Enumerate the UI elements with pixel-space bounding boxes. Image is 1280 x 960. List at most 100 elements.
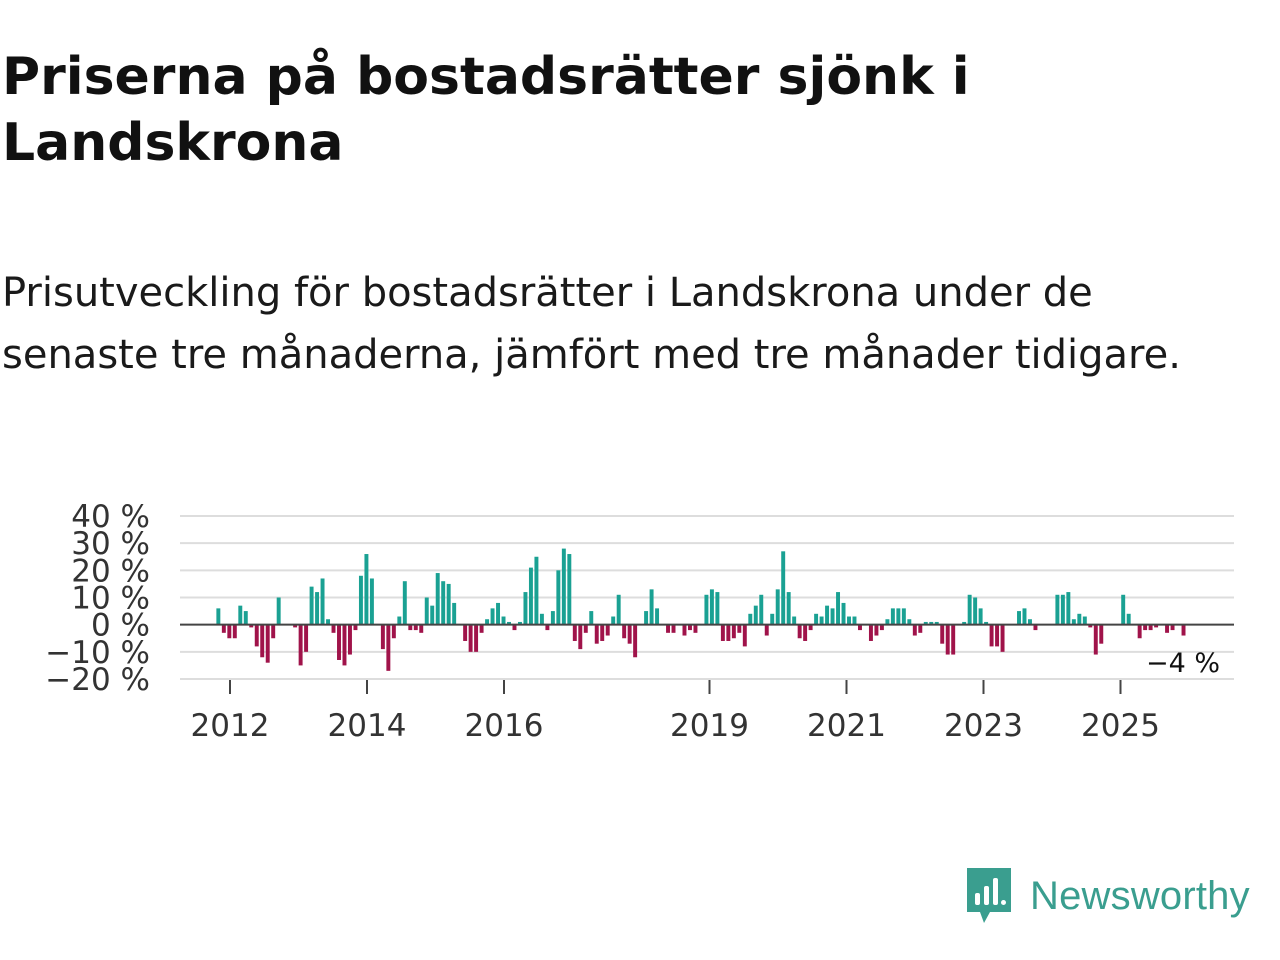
x-tick-label: 2016 <box>465 708 544 744</box>
bar <box>1093 624 1098 655</box>
bar <box>1060 594 1065 625</box>
x-tick-label: 2012 <box>191 708 270 744</box>
bar <box>315 592 320 625</box>
bar <box>369 578 374 625</box>
bar <box>808 624 813 631</box>
bar <box>1055 594 1060 625</box>
x-tick-label: 2014 <box>328 708 407 744</box>
bar <box>435 573 440 625</box>
bar <box>940 624 945 644</box>
bar <box>682 624 687 636</box>
bar <box>830 608 835 625</box>
bar <box>293 624 298 628</box>
bar <box>490 608 495 625</box>
bar <box>358 575 363 625</box>
bar <box>709 589 714 625</box>
bar <box>600 624 605 641</box>
bar <box>868 624 873 641</box>
y-tick-label: 20 % <box>71 553 150 589</box>
newsworthy-logo-icon <box>967 868 1011 923</box>
bar <box>874 624 879 636</box>
bar-series <box>216 548 1186 671</box>
y-tick-label: 10 % <box>71 581 150 617</box>
bar <box>216 608 221 625</box>
bar <box>1033 624 1038 631</box>
bar <box>1028 619 1032 625</box>
bar <box>781 551 786 625</box>
bar <box>320 578 325 625</box>
bar <box>803 624 808 641</box>
bar <box>572 624 577 641</box>
bar <box>841 602 846 625</box>
bar <box>858 624 862 631</box>
bar <box>605 624 610 636</box>
bar <box>474 624 479 652</box>
bar <box>879 624 884 631</box>
bar <box>742 624 747 647</box>
bar <box>326 619 331 625</box>
bar <box>814 613 819 625</box>
bar <box>627 624 632 644</box>
bar <box>901 608 906 625</box>
bar <box>424 597 429 625</box>
bar <box>556 570 561 625</box>
bar <box>523 592 528 625</box>
bar <box>534 556 539 625</box>
bar <box>561 548 566 625</box>
bar <box>309 586 314 625</box>
bar <box>419 624 424 633</box>
x-tick-label: 2025 <box>1081 708 1160 744</box>
bar <box>238 605 243 625</box>
bar <box>391 624 396 639</box>
bar <box>298 624 303 666</box>
bar <box>271 624 276 639</box>
bar <box>468 624 473 652</box>
newsworthy-brand[interactable]: Newsworthy <box>964 866 1250 926</box>
bar <box>912 624 917 636</box>
bar <box>413 624 418 631</box>
bar <box>1126 613 1131 625</box>
bar <box>890 608 895 625</box>
bar <box>847 616 851 625</box>
bar <box>276 597 281 625</box>
bar <box>254 624 259 647</box>
bar <box>545 624 550 631</box>
bar <box>1181 624 1186 636</box>
bar <box>517 621 522 625</box>
bar <box>452 602 457 625</box>
bar <box>951 624 956 655</box>
bar <box>1137 624 1142 639</box>
bar <box>885 619 890 625</box>
bar <box>567 554 572 625</box>
bar <box>386 624 391 671</box>
bar <box>1071 619 1076 625</box>
bar <box>731 624 736 639</box>
bar <box>1165 624 1170 633</box>
y-tick-label: −20 % <box>45 662 150 698</box>
bar <box>265 624 270 663</box>
bar <box>243 611 248 625</box>
bar <box>1170 624 1175 631</box>
bar <box>1154 624 1159 628</box>
bar <box>978 608 983 625</box>
bar <box>583 624 588 633</box>
bar <box>688 624 692 631</box>
bar <box>550 611 555 625</box>
bar <box>441 581 446 625</box>
bar <box>1077 613 1082 625</box>
bar <box>408 624 413 631</box>
bar <box>622 624 627 639</box>
bar <box>907 619 912 625</box>
bar <box>819 616 824 625</box>
bar <box>260 624 265 658</box>
bar <box>446 583 451 625</box>
bar <box>496 602 501 625</box>
bar <box>249 624 254 628</box>
grid-lines <box>180 515 1234 680</box>
bar <box>962 621 967 625</box>
bar <box>786 592 791 625</box>
bar <box>380 624 385 650</box>
bar <box>989 624 994 647</box>
bar <box>342 624 347 666</box>
y-axis: 40 %30 %20 %10 %0 %−10 %−20 % <box>45 499 150 698</box>
